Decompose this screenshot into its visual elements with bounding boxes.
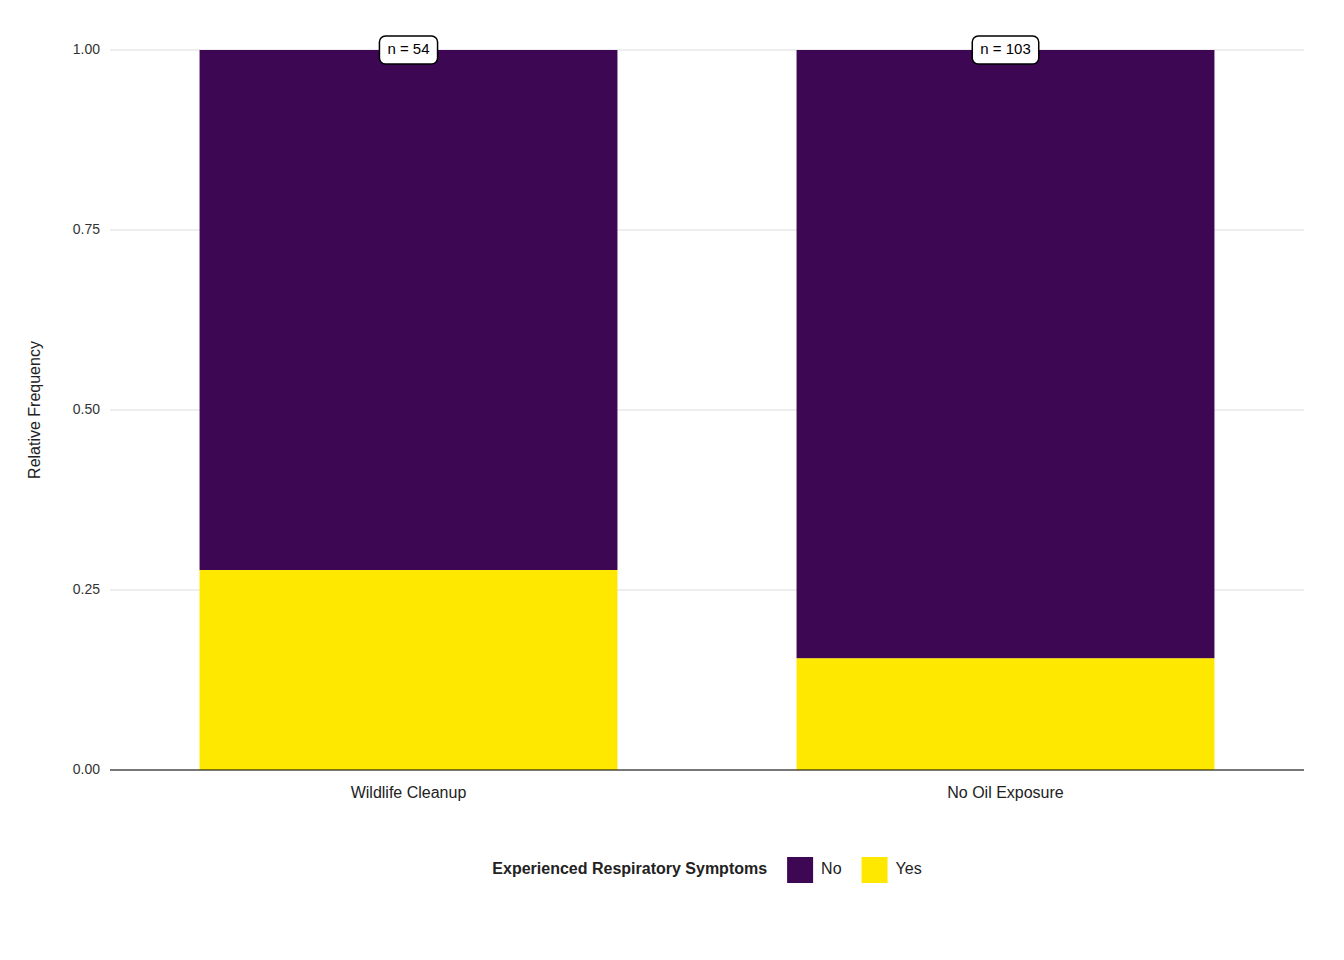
- n-label-box: [379, 36, 437, 64]
- n-label: n = 103: [972, 36, 1038, 64]
- bar-segment: [797, 50, 1215, 658]
- y-tick-label: 1.00: [73, 41, 100, 57]
- y-tick-label: 0.00: [73, 761, 100, 777]
- x-tick-label: Wildlife Cleanup: [351, 784, 467, 801]
- n-label: n = 54: [379, 36, 437, 64]
- n-label-text: n = 103: [980, 40, 1030, 57]
- legend-label: No: [821, 860, 842, 877]
- grid: [110, 50, 1304, 770]
- n-label-box: [972, 36, 1038, 64]
- chart: 0.00 0.25 0.50 0.75 1.00 Relative Frequency Wi…: [0, 0, 1344, 960]
- y-axis-label: Relative Frequency: [26, 341, 43, 479]
- legend: Experienced Respiratory Symptoms No Yes: [492, 857, 921, 883]
- legend-title: Experienced Respiratory Symptoms: [492, 860, 767, 877]
- bar-segment: [200, 50, 618, 570]
- x-axis-line: [110, 769, 1304, 770]
- legend-label: Yes: [896, 860, 922, 877]
- y-tick-label: 0.75: [73, 221, 100, 237]
- bar-segment: [797, 658, 1215, 770]
- n-label-text: n = 54: [387, 40, 429, 57]
- annotations: n = 54 n = 103: [379, 36, 1038, 64]
- bar-segment: [200, 570, 618, 770]
- y-tick-label: 0.25: [73, 581, 100, 597]
- legend-swatch: [787, 857, 813, 883]
- x-tick-label: No Oil Exposure: [947, 784, 1064, 801]
- bars: [200, 50, 1215, 770]
- grid-line: [110, 770, 1304, 771]
- legend-swatch: [862, 857, 888, 883]
- y-tick-label: 0.50: [73, 401, 100, 417]
- y-axis: 0.00 0.25 0.50 0.75 1.00: [73, 41, 100, 777]
